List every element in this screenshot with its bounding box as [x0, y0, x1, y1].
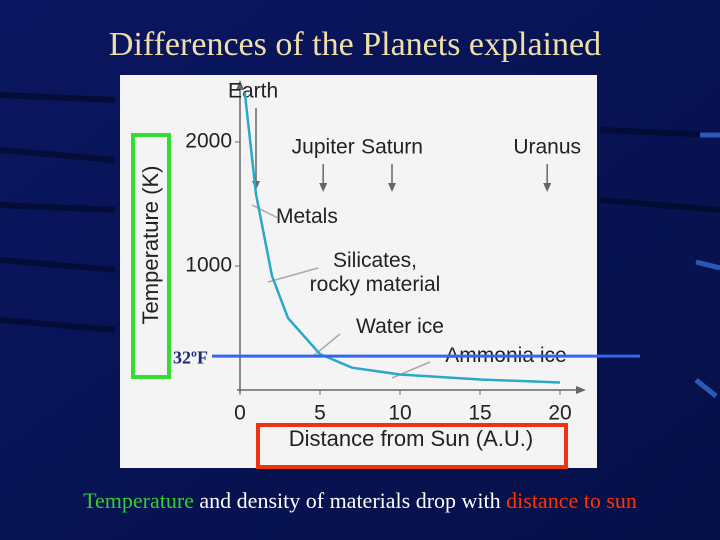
material-label-line: rocky material — [310, 273, 441, 296]
planet-label: Earth — [228, 80, 278, 103]
material-label: Water ice — [356, 315, 444, 338]
material-label: Metals — [276, 205, 338, 228]
x-tick-label: 15 — [468, 402, 491, 425]
material-leader — [311, 333, 341, 358]
x-tick-label: 0 — [234, 402, 246, 425]
temperature-curve — [243, 92, 561, 384]
caption-segment: distance to sun — [506, 488, 637, 513]
material-label: Silicates, rocky material — [310, 249, 441, 296]
planet-label: Uranus — [513, 136, 581, 159]
chart-panel — [120, 75, 597, 468]
planet-arrowhead — [319, 183, 328, 192]
planet-label: Jupiter — [292, 136, 355, 159]
y-label-highlight — [131, 133, 171, 379]
background-accents — [694, 132, 720, 398]
x-tick-label: 5 — [314, 402, 326, 425]
y-axis-label: Temperature (K) — [138, 166, 163, 325]
material-label-line: Metals — [276, 205, 338, 228]
x-tick-label: 10 — [388, 402, 411, 425]
y-axis-arrow — [236, 80, 244, 90]
caption-segment: Temperature — [83, 488, 194, 513]
material-leader — [251, 204, 279, 219]
material-label-line: Silicates, — [333, 249, 417, 272]
x-label-highlight — [256, 423, 568, 469]
caption-segment: and density of materials drop with — [194, 488, 506, 513]
y-tick-label: 2000 — [185, 130, 232, 153]
material-leader — [267, 267, 319, 283]
x-axis-label: Distance from Sun (A.U.) — [289, 426, 534, 451]
planet-label: Saturn — [361, 136, 423, 159]
x-axis-arrow — [576, 386, 586, 394]
slide-title: Differences of the Planets explained — [109, 26, 601, 63]
x-tick-label: 20 — [548, 402, 571, 425]
planet-arrowhead — [543, 183, 552, 192]
material-label-line: Water ice — [356, 315, 444, 338]
chart: 1000 2000 0 5 10 15 20 Temperature (K) Distance … — [131, 80, 640, 469]
caption: Temperature and density of materials dro… — [83, 488, 637, 513]
planet-arrowhead — [388, 183, 396, 192]
reference-label: 32ºF — [173, 347, 208, 367]
y-tick-label: 1000 — [185, 254, 232, 277]
